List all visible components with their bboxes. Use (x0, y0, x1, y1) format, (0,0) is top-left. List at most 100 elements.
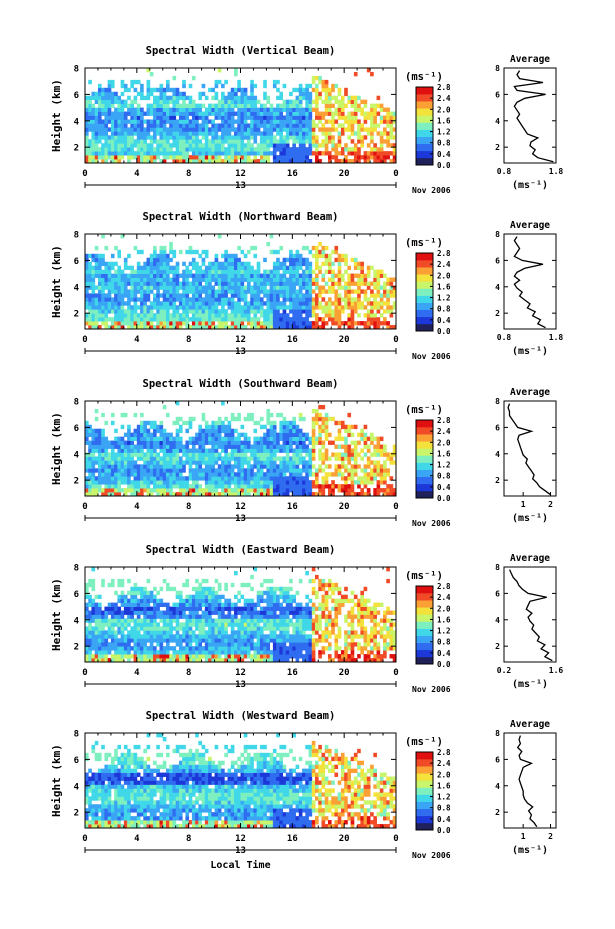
colorbar-frame (415, 419, 434, 499)
average-y-tick-label: 8 (495, 64, 500, 73)
day-label: 13 (235, 680, 246, 690)
colorbar-segment (416, 427, 433, 435)
y-axis-label: Height (km) (50, 744, 63, 817)
colorbar-segment (416, 752, 433, 760)
average-frame (503, 732, 557, 829)
colorbar-tick-label: 2.0 (437, 438, 451, 447)
x-tick-label: 4 (134, 502, 140, 512)
colorbar-unit: (ms⁻¹) (405, 71, 443, 83)
colorbar-segment (416, 87, 433, 95)
average-y-tick-label: 2 (495, 476, 500, 485)
colorbar-frame (415, 585, 434, 665)
colorbar-tick-label: 2.8 (437, 582, 451, 591)
average-y-tick-label: 2 (495, 143, 500, 152)
y-tick-label: 8 (74, 398, 79, 408)
colorbar-segment (416, 476, 433, 485)
colorbar-tick-label: 0.0 (437, 660, 451, 669)
colorbar-tick-label: 1.2 (437, 793, 451, 802)
y-tick-label: 8 (74, 231, 79, 241)
x-tick-label: 0 (393, 335, 398, 345)
colorbar-tick-label: 0.4 (437, 649, 451, 658)
colorbar-segment (416, 288, 433, 296)
colorbar-tick-label: 2.4 (437, 427, 451, 436)
x-tick-label: 4 (134, 169, 140, 179)
colorbar-segment (416, 469, 433, 478)
colorbar-segment (416, 323, 433, 332)
x-tick-label: 0 (393, 169, 398, 179)
x-tick-label: 8 (186, 335, 191, 345)
colorbar-segment (416, 815, 433, 824)
date-label: Nov 2006 (412, 685, 451, 694)
colorbar-tick-label: 0.4 (437, 483, 451, 492)
colorbar-tick-label: 2.8 (437, 416, 451, 425)
average-y-tick-label: 6 (495, 256, 500, 265)
colorbar-segment (416, 302, 433, 311)
x-tick-label: 20 (339, 834, 350, 844)
colorbar-segment (416, 129, 433, 137)
colorbar-tick-label: 0.0 (437, 494, 451, 503)
colorbar-segment (416, 628, 433, 636)
colorbar-tick-label: 1.2 (437, 128, 451, 137)
y-tick-label: 4 (74, 117, 80, 127)
colorbar-tick-label: 0.8 (437, 472, 451, 481)
colorbar-segment (416, 759, 433, 767)
colorbar-segment (416, 434, 433, 442)
colorbar-tick-label: 2.4 (437, 593, 451, 602)
panel-3: Spectral Width (Southward Beam) 2 4 6 8 Heigh… (50, 378, 557, 528)
average-y-tick-label: 4 (495, 117, 500, 126)
colorbar-tick-label: 2.0 (437, 770, 451, 779)
y-tick-label: 4 (74, 283, 80, 293)
average-x-tick-label: 1.6 (549, 666, 564, 675)
colorbar-segment (416, 441, 433, 449)
average-y-tick-label: 8 (495, 729, 500, 738)
x-tick-label: 12 (235, 502, 246, 512)
colorbar-tick-label: 1.6 (437, 449, 451, 458)
colorbar-segment (416, 316, 433, 325)
y-tick-label: 8 (74, 564, 79, 574)
date-label: Nov 2006 (412, 519, 451, 528)
average-title: Average (510, 387, 550, 398)
colorbar-segment (416, 253, 433, 261)
colorbar-segment (416, 150, 433, 159)
colorbar-segment (416, 115, 433, 123)
x-tick-label: 4 (134, 668, 140, 678)
x-tick-label: 8 (186, 169, 191, 179)
y-tick-label: 8 (74, 730, 79, 740)
y-tick-label: 8 (74, 65, 79, 75)
average-y-tick-label: 6 (495, 90, 500, 99)
colorbar-frame (415, 252, 434, 332)
colorbar-segment (416, 143, 433, 152)
x-tick-label: 0 (393, 668, 398, 678)
day-label: 13 (235, 347, 246, 357)
date-label: Nov 2006 (412, 851, 451, 860)
average-profile-line (516, 735, 538, 828)
colorbar-segment (416, 773, 433, 781)
colorbar-tick-label: 2.8 (437, 748, 451, 757)
average-title: Average (510, 220, 550, 231)
average-y-tick-label: 4 (495, 450, 500, 459)
colorbar-tick-label: 2.0 (437, 271, 451, 280)
y-axis-label: Height (km) (50, 412, 63, 485)
colorbar-segment (416, 614, 433, 622)
colorbar-tick-label: 0.4 (437, 150, 451, 159)
x-tick-label: 8 (186, 668, 191, 678)
y-tick-label: 2 (74, 809, 79, 819)
day-label: 13 (235, 514, 246, 524)
x-tick-label: 0 (82, 169, 87, 179)
panel-title: Spectral Width (Vertical Beam) (146, 45, 336, 57)
panel-4: Spectral Width (Eastward Beam) 2 4 6 8 Height… (50, 544, 563, 694)
average-x-tick-label: 2 (548, 832, 553, 841)
x-tick-label: 0 (393, 834, 398, 844)
average-y-tick-label: 8 (495, 397, 500, 406)
x-tick-label: 20 (339, 169, 350, 179)
colorbar-frame (415, 751, 434, 831)
y-tick-label: 6 (74, 756, 79, 766)
x-tick-label: 16 (287, 834, 298, 844)
average-frame (503, 566, 557, 663)
panel-5: Spectral Width (Westward Beam) 2 4 6 8 Height… (50, 710, 557, 871)
y-tick-label: 4 (74, 782, 80, 792)
x-axis-label: Local Time (210, 859, 270, 871)
y-tick-label: 2 (74, 310, 79, 320)
heatmap-cells (85, 234, 397, 330)
